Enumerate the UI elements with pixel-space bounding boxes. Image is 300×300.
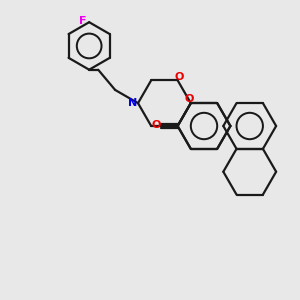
Text: O: O <box>174 72 184 82</box>
Text: F: F <box>79 16 86 26</box>
Text: O: O <box>151 120 160 130</box>
Text: N: N <box>128 98 137 108</box>
Text: O: O <box>184 94 194 103</box>
